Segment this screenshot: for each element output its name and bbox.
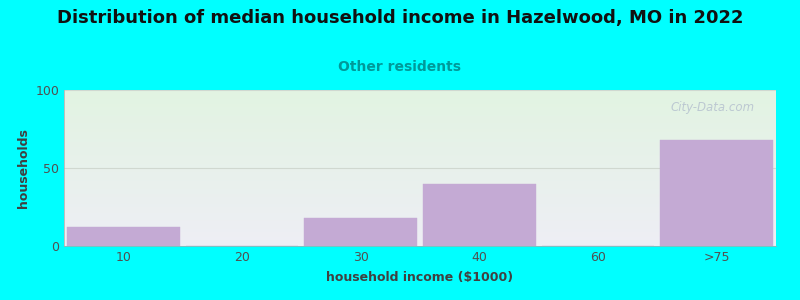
Y-axis label: households: households bbox=[17, 128, 30, 208]
Bar bbox=[660, 140, 773, 246]
Text: City-Data.com: City-Data.com bbox=[670, 101, 754, 114]
X-axis label: household income ($1000): household income ($1000) bbox=[326, 271, 514, 284]
Text: Other residents: Other residents bbox=[338, 60, 462, 74]
Text: Distribution of median household income in Hazelwood, MO in 2022: Distribution of median household income … bbox=[57, 9, 743, 27]
Bar bbox=[67, 227, 180, 246]
Bar bbox=[304, 218, 417, 246]
Bar bbox=[423, 184, 536, 246]
